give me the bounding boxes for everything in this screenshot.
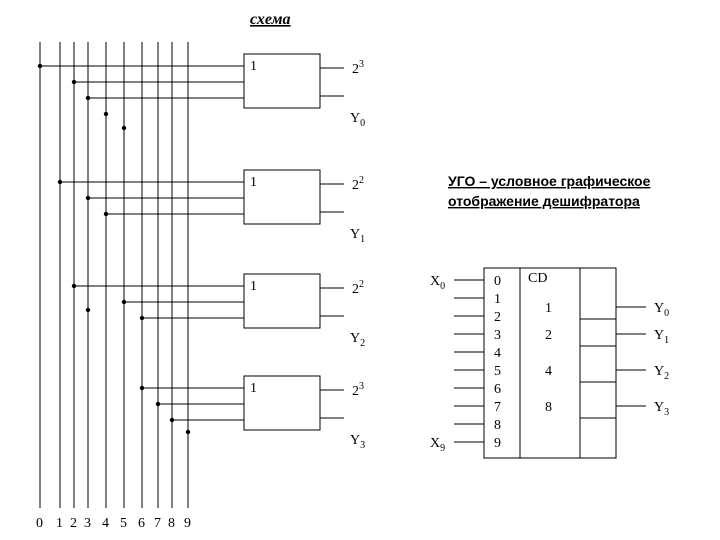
svg-text:2: 2	[70, 516, 77, 531]
svg-text:1: 1	[250, 59, 257, 74]
svg-text:8: 8	[545, 400, 552, 415]
svg-text:1: 1	[250, 381, 257, 396]
svg-text:9: 9	[184, 516, 191, 531]
svg-text:7: 7	[154, 516, 161, 531]
svg-text:3: 3	[494, 328, 501, 343]
svg-text:1: 1	[250, 279, 257, 294]
svg-text:1: 1	[56, 516, 63, 531]
svg-text:1: 1	[250, 175, 257, 190]
svg-text:4: 4	[545, 364, 552, 379]
svg-text:9: 9	[494, 436, 501, 451]
svg-text:8: 8	[494, 418, 501, 433]
svg-text:отображение дешифратора: отображение дешифратора	[448, 193, 640, 209]
svg-text:0: 0	[36, 516, 43, 531]
svg-text:CD: CD	[528, 271, 547, 286]
svg-text:УГО – условное графическое: УГО – условное графическое	[448, 173, 651, 189]
svg-text:1: 1	[494, 292, 501, 307]
svg-text:1: 1	[545, 301, 552, 316]
svg-text:5: 5	[494, 364, 501, 379]
svg-text:4: 4	[494, 346, 501, 361]
svg-text:5: 5	[120, 516, 127, 531]
svg-text:4: 4	[102, 516, 109, 531]
svg-text:7: 7	[494, 400, 501, 415]
svg-text:2: 2	[545, 328, 552, 343]
svg-text:3: 3	[84, 516, 91, 531]
diagram-title: схема	[250, 11, 291, 28]
svg-text:2: 2	[494, 310, 501, 325]
svg-text:6: 6	[138, 516, 145, 531]
svg-text:0: 0	[494, 274, 501, 289]
svg-text:8: 8	[168, 516, 175, 531]
svg-text:6: 6	[494, 382, 501, 397]
